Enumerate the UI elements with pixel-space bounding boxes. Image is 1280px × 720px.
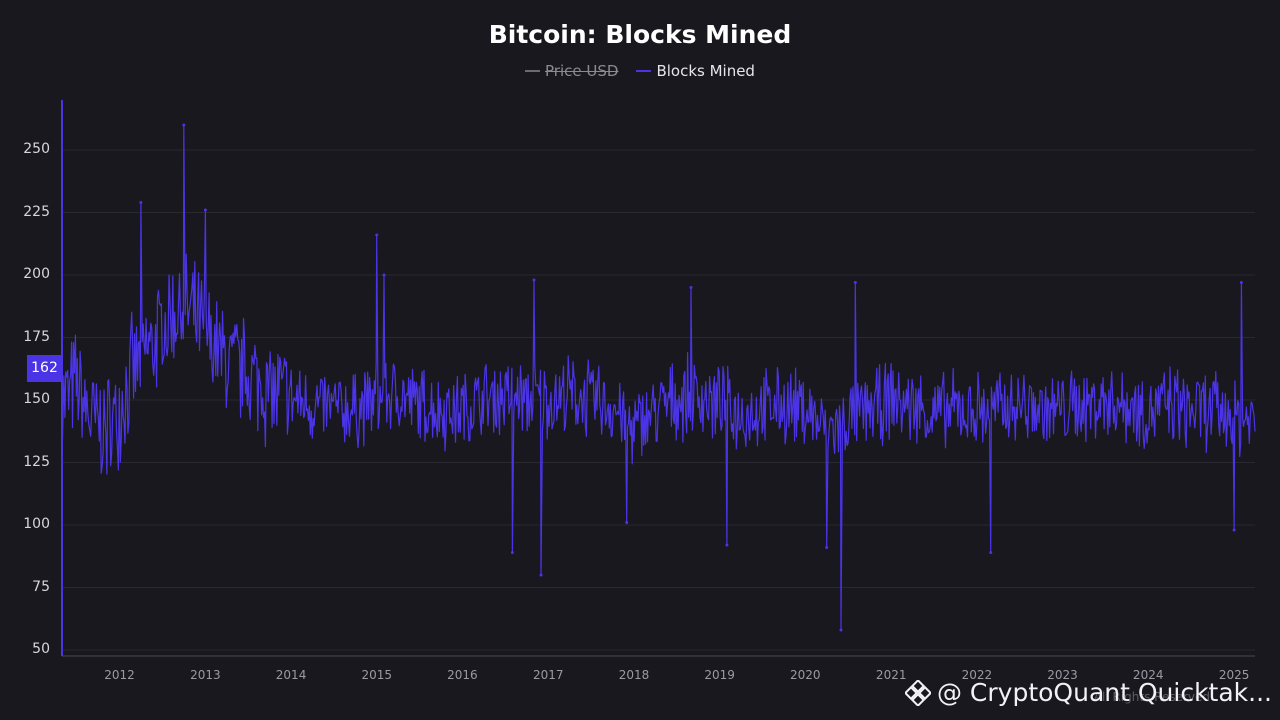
peak-point — [203, 208, 207, 212]
y-tick-label: 250 — [23, 141, 50, 157]
x-tick-label: 2022 — [961, 668, 993, 682]
x-tick-label: 2024 — [1132, 668, 1164, 682]
trough-point — [725, 543, 729, 547]
trough-point — [539, 573, 543, 577]
peak-point — [532, 278, 536, 282]
peak-point — [375, 233, 379, 237]
y-tick-label: 100 — [23, 516, 50, 532]
x-tick-label: 2019 — [704, 668, 735, 682]
y-tick-label: 50 — [32, 641, 50, 657]
legend: Price USD Blocks Mined — [0, 62, 1280, 80]
series-line-blocks-mined — [61, 124, 1256, 631]
x-tick-label: 2021 — [875, 668, 907, 682]
trough-point — [825, 546, 829, 549]
x-tick-label: 2025 — [1218, 668, 1250, 682]
legend-item-price-usd[interactable]: Price USD — [525, 62, 618, 80]
x-tick-label: 2020 — [790, 668, 821, 682]
watermark: @ CryptoQuant Quicktak... — [904, 678, 1272, 707]
x-tick-label: 2016 — [447, 668, 478, 682]
trough-point — [625, 521, 629, 524]
peak-point — [139, 201, 143, 204]
trough-point — [510, 551, 514, 554]
x-tick-label: 2013 — [190, 668, 221, 682]
y-tick-label: 125 — [23, 453, 50, 470]
trough-point — [1232, 528, 1236, 532]
series-blocks-mined — [61, 123, 1256, 632]
legend-item-blocks-mined[interactable]: Blocks Mined — [636, 62, 755, 80]
x-tick-label: 2023 — [1047, 668, 1078, 682]
current-value-badge: 162 — [27, 355, 62, 382]
y-tick-label: 75 — [32, 578, 50, 595]
legend-label: Price USD — [545, 62, 619, 80]
y-tick-label: 225 — [23, 203, 50, 220]
watermark-text: @ CryptoQuant Quicktak... — [936, 678, 1272, 707]
chart-title: Bitcoin: Blocks Mined — [488, 20, 792, 49]
y-tick-label: 175 — [23, 328, 50, 345]
y-tick-label: 150 — [23, 391, 50, 407]
legend-swatch-blocks-mined — [636, 70, 652, 72]
x-tick-label: 2014 — [275, 668, 307, 682]
x-tick-label: 2017 — [533, 668, 564, 682]
binance-diamond-icon — [904, 679, 931, 706]
y-tick-label: 200 — [23, 266, 50, 282]
peak-point — [182, 123, 186, 127]
x-tick-label: 2018 — [618, 668, 650, 682]
trough-point — [989, 551, 993, 554]
peak-point — [1239, 281, 1243, 284]
peak-point — [689, 286, 693, 289]
legend-label: Blocks Mined — [656, 62, 755, 80]
legend-swatch-price-usd — [525, 70, 541, 72]
x-tick-label: 2012 — [104, 668, 135, 682]
peak-point — [382, 273, 386, 277]
peak-point — [853, 281, 857, 284]
trough-point — [839, 628, 843, 632]
x-tick-label: 2015 — [361, 668, 393, 682]
attribution-text: All Rights Reserved — [1093, 690, 1210, 704]
